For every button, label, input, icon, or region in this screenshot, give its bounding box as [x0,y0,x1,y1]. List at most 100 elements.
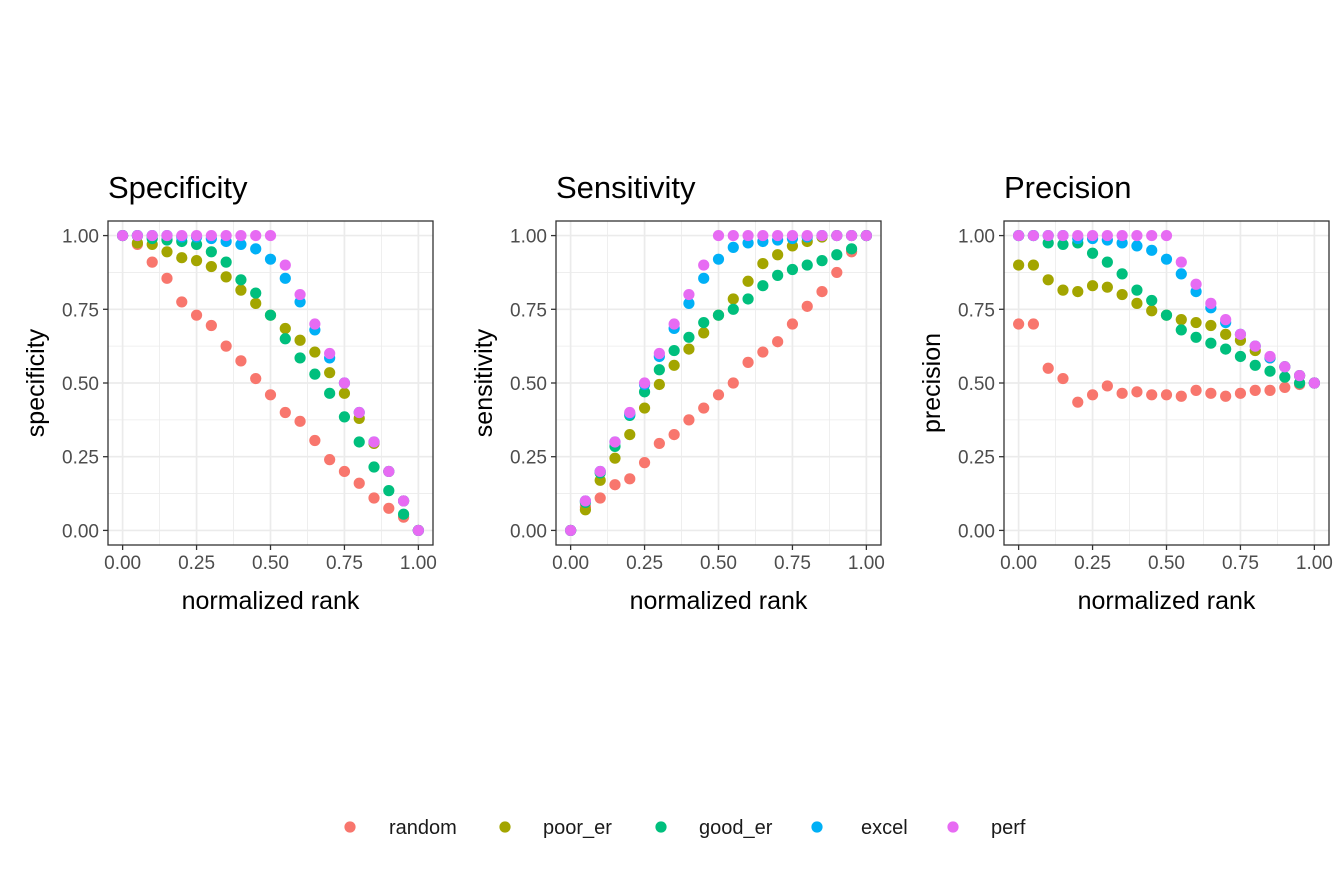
x-tick-label: 1.00 [848,553,885,574]
data-point [772,229,784,242]
data-point [294,334,306,346]
data-point [353,436,365,448]
data-point [653,378,665,391]
data-point [786,318,799,330]
data-point [338,377,351,389]
data-point [412,524,424,537]
y-tick-label: 0.50 [62,374,99,395]
data-point [727,293,739,305]
data-point [235,238,247,251]
data-point [1249,340,1261,352]
data-point [1057,238,1069,251]
y-axis-title: specificity [22,328,50,437]
data-point [131,229,144,242]
data-point [1101,229,1113,242]
data-point [831,249,843,261]
x-tick-label: 0.00 [104,553,141,574]
data-point [772,336,784,348]
data-point [338,411,351,423]
data-point [594,465,606,478]
data-point [565,524,577,537]
data-point [1249,384,1261,396]
data-point [668,344,680,357]
data-point [250,243,262,255]
y-tick-label: 1.00 [62,227,99,248]
series-perf [565,229,872,537]
data-point [698,402,710,414]
data-point [727,241,739,253]
data-point [264,229,277,242]
data-point [309,318,321,330]
y-tick-label: 0.50 [510,374,547,395]
data-point [727,377,739,389]
data-point [624,406,636,419]
data-point [624,428,636,441]
data-point [264,253,277,265]
data-point [1220,314,1232,326]
data-point [1279,381,1291,394]
y-axis-title: sensitivity [470,328,498,437]
data-point [161,246,173,258]
data-point [368,436,380,448]
data-point [757,346,769,358]
data-point [727,303,739,315]
data-point [1146,389,1158,401]
data-point [205,260,217,273]
y-tick-label: 0.75 [510,300,547,321]
data-point [816,255,828,267]
data-point [1131,284,1143,296]
data-point [279,259,291,271]
data-point [698,327,710,339]
data-point [1264,365,1276,377]
data-point [294,352,306,364]
panel-title: Sensitivity [556,170,696,205]
data-point [161,229,173,242]
x-tick-label: 0.00 [1000,553,1037,574]
data-point [1190,331,1202,343]
data-point [146,229,158,242]
data-point [1086,389,1099,401]
legend-key [811,821,823,833]
data-point [801,229,813,242]
data-point [1072,396,1084,408]
data-point [176,229,188,242]
data-point [1072,229,1084,242]
data-point [338,465,351,478]
data-point [1057,229,1069,242]
panel-precision: 0.000.00 0.25 0.25 0.50 0.50 0.75 0.75 1.00 1.00… [918,170,1333,615]
data-point [816,229,828,242]
data-point [176,296,188,308]
x-tick-label: 0.50 [252,553,289,574]
data-point [294,288,306,301]
y-tick-label: 0.00 [958,521,995,542]
data-point [264,389,277,401]
data-point [146,256,158,268]
y-tick-label: 0.25 [958,448,995,469]
panel-title: Precision [1004,170,1132,205]
data-point [368,461,380,473]
data-point [235,274,247,286]
data-point [1146,244,1158,256]
data-point [176,252,188,264]
data-point [1072,285,1084,298]
data-point [683,414,695,426]
data-point [638,402,651,414]
data-point [264,309,277,321]
data-point [1220,390,1232,402]
legend-item-poor_er: poor_er [499,817,612,839]
y-tick-label: 0.75 [62,300,99,321]
x-tick-label: 0.25 [626,553,663,574]
panel-specificity: 0.000.00 0.25 0.25 0.50 0.50 0.75 0.75 1.00 1.00… [22,170,437,615]
data-point [845,243,858,255]
data-point [1116,387,1128,399]
data-point [742,229,754,242]
data-point [757,229,769,242]
data-point [1146,305,1158,317]
data-point [668,359,680,371]
data-point [1027,229,1040,242]
data-point [742,293,754,305]
data-point [279,406,291,419]
data-point [1057,284,1069,296]
data-point [1013,259,1025,271]
legend-key [344,821,356,833]
